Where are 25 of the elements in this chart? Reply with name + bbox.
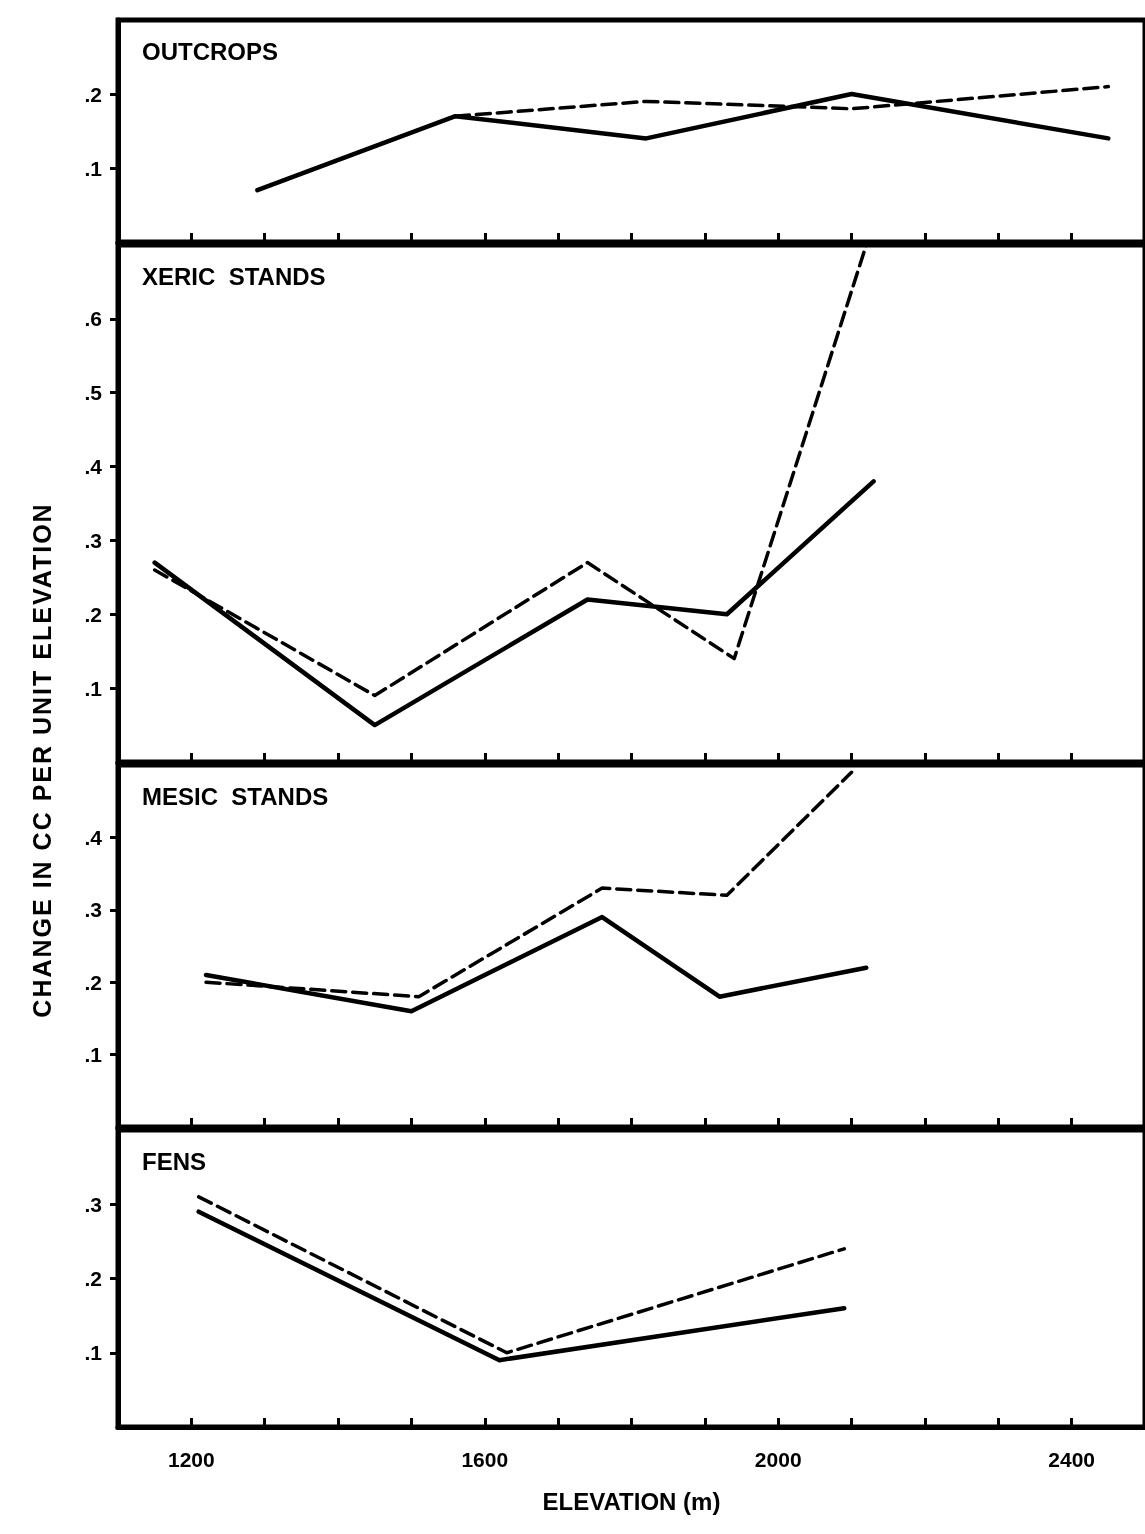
text: FENS [142,1147,207,1175]
y-tick-label: .4 [84,825,103,849]
text: MESIC STANDS [142,782,329,810]
y-tick-label: .5 [84,381,103,405]
y-tick-label: .4 [84,455,103,479]
text: XERIC STANDS [142,262,326,290]
x-tick-label: 1200 [168,1448,215,1471]
y-tick-label: .1 [84,156,103,180]
x-tick-label: 1600 [461,1448,509,1471]
y-tick-label: .3 [84,1192,102,1216]
y-tick-label: .3 [84,528,102,552]
y-tick-label: .1 [84,1341,103,1365]
y-tick-label: .1 [84,676,103,700]
y-tick-label: .1 [84,1043,103,1067]
y-tick-label: .3 [84,898,102,922]
x-axis-title: ELEVATION (m) [542,1487,721,1515]
y-tick-label: .2 [84,602,102,626]
y-tick-label: .2 [84,82,102,106]
x-tick-label: 2000 [754,1448,802,1471]
text: OUTCROPS [142,37,279,65]
x-tick-label: 2400 [1048,1448,1095,1471]
y-tick-label: .2 [84,970,102,994]
y-axis-title: CHANGE IN CC PER UNIT ELEVATION [27,502,57,1018]
y-tick-label: .2 [84,1267,102,1290]
y-tick-label: .6 [84,307,102,331]
